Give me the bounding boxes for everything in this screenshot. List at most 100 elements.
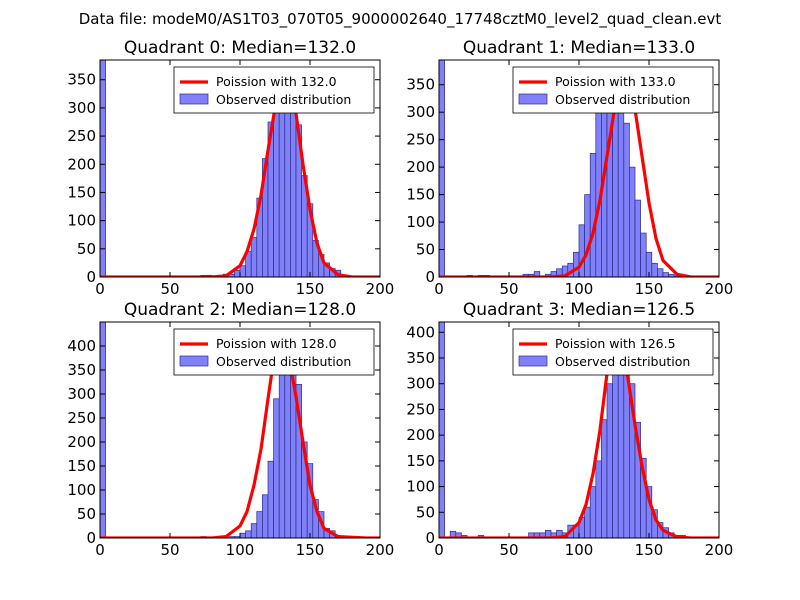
quadrant-3-xtick-label: 0 <box>434 541 444 559</box>
quadrant-1-ytick-label: 200 <box>406 158 435 176</box>
quadrant-0-xtick-label: 50 <box>160 280 179 298</box>
quadrant-0-legend <box>173 66 375 114</box>
quadrant-3-bar <box>612 357 619 538</box>
quadrant-1-ytick-label: 100 <box>406 213 435 231</box>
quadrant-1-xtick-label: 50 <box>499 280 518 298</box>
quadrant-3-bar <box>606 383 613 538</box>
quadrant-3-xtick-label: 50 <box>499 541 518 559</box>
quadrant-1-bar <box>623 122 630 277</box>
quadrant-1-bar <box>617 95 625 277</box>
quadrant-1-ytick-label: 0 <box>425 268 435 286</box>
quadrant-1-ytick-label: 300 <box>406 103 435 121</box>
quadrant-3-title: Quadrant 3: Median=126.5 <box>463 300 695 320</box>
quadrant-1-bar <box>640 232 647 277</box>
quadrant-3-ytick-label: 350 <box>406 349 435 367</box>
quadrant-1-xtick-label: 150 <box>635 280 664 298</box>
quadrant-2-ytick-label: 0 <box>86 529 96 547</box>
figure-suptitle: Data file: modeM0/AS1T03_070T05_90000026… <box>79 10 722 29</box>
quadrant-3-ytick-label: 0 <box>425 529 435 547</box>
quadrant-3-bar <box>589 486 597 538</box>
quadrant-1-xtick-label: 200 <box>705 280 734 298</box>
quadrant-0-ytick-label: 350 <box>67 71 96 89</box>
quadrant-1-legend <box>512 66 714 114</box>
quadrant-0-legend-poisson-label: Poission with 132.0 <box>216 74 337 89</box>
quadrant-0-bar <box>234 269 241 277</box>
quadrant-1-ytick-label: 50 <box>416 241 435 259</box>
quadrant-1-ytick-label: 150 <box>406 186 435 204</box>
quadrant-2-panel: Quadrant 2: Median=128.0 0 50 100 150 200 0 50… <box>67 300 394 559</box>
quadrant-1-bar <box>651 262 658 277</box>
quadrant-2-legend-poisson-label: Poission with 128.0 <box>216 336 337 351</box>
quadrant-0-ytick-label: 250 <box>67 127 96 145</box>
quadrant-2-bar <box>239 532 246 538</box>
quadrant-2-ytick-label: 50 <box>77 505 96 523</box>
quadrant-3-xtick-label: 100 <box>565 541 594 559</box>
quadrant-2-ytick-label: 250 <box>67 409 96 427</box>
quadrant-0-ytick-label: 50 <box>77 240 96 258</box>
quadrant-2-legend-bar-swatch <box>179 355 209 367</box>
quadrant-0-bar <box>100 60 106 277</box>
quadrant-2-bar <box>245 530 252 538</box>
quadrant-0-xtick-label: 0 <box>95 280 105 298</box>
quadrant-3-xtick-label: 200 <box>705 541 734 559</box>
quadrant-3-ytick-label: 200 <box>406 426 435 444</box>
quadrant-0-ytick-label: 0 <box>86 268 96 286</box>
quadrant-2-bar <box>250 523 258 538</box>
quadrant-1-bar <box>584 194 591 277</box>
quadrant-1-bar <box>439 60 445 277</box>
quadrant-0-xtick-label: 100 <box>226 280 255 298</box>
quadrant-0-panel: Quadrant 0: Median=132.0 0 50 100 150 200 0 50… <box>67 38 394 298</box>
quadrant-0-bar <box>250 237 258 277</box>
quadrant-3-legend-bar-swatch <box>518 355 548 367</box>
quadrant-1-title: Quadrant 1: Median=133.0 <box>463 38 695 58</box>
quadrant-2-ytick-label: 200 <box>67 433 96 451</box>
quadrant-0-legend-bar-swatch <box>179 93 209 105</box>
quadrant-3-ytick-label: 50 <box>416 503 435 521</box>
quadrant-2-ytick-label: 300 <box>67 385 96 403</box>
quadrant-3-ytick-label: 400 <box>406 323 435 341</box>
quadrant-3-legend-observed-label: Observed distribution <box>555 354 690 369</box>
quadrant-1-bars <box>439 60 681 277</box>
quadrant-2-xtick-label: 100 <box>226 541 255 559</box>
quadrant-3-panel: Quadrant 3: Median=126.5 0 50 100 150 200 0 50… <box>406 300 733 559</box>
quadrant-0-title: Quadrant 0: Median=132.0 <box>124 38 356 58</box>
quadrant-2-bar <box>256 511 263 538</box>
quadrant-0-ytick-label: 150 <box>67 183 96 201</box>
quadrant-1-bar <box>629 166 636 277</box>
quadrant-3-bar <box>584 506 591 538</box>
quadrant-1-bar <box>657 268 664 277</box>
quadrant-0-bar <box>273 101 280 277</box>
quadrant-2-bar <box>100 322 106 538</box>
quadrant-1-legend-poisson-label: Poission with 133.0 <box>555 74 676 89</box>
quadrant-3-bar <box>601 419 608 538</box>
quadrant-3-ytick-label: 300 <box>406 375 435 393</box>
quadrant-2-bar <box>278 350 286 538</box>
quadrant-0-xtick-label: 200 <box>366 280 395 298</box>
quadrant-3-legend <box>512 328 714 376</box>
quadrant-1-bar <box>578 224 585 277</box>
quadrant-3-bar <box>623 373 630 538</box>
quadrant-0-xtick-label: 150 <box>296 280 325 298</box>
quadrant-3-ytick-label: 150 <box>406 452 435 470</box>
quadrant-1-legend-bar-swatch <box>518 93 548 105</box>
quadrant-1-ytick-label: 350 <box>406 76 435 94</box>
quadrant-2-title: Quadrant 2: Median=128.0 <box>124 300 356 320</box>
quadrant-2-bar <box>273 398 280 538</box>
quadrant-0-ytick-label: 300 <box>67 99 96 117</box>
quadrant-2-ytick-label: 400 <box>67 337 96 355</box>
quadrant-1-legend-observed-label: Observed distribution <box>555 92 690 107</box>
quadrant-2-xtick-label: 150 <box>296 541 325 559</box>
quadrant-1-bar <box>634 199 641 277</box>
quadrant-2-xtick-label: 50 <box>160 541 179 559</box>
quadrant-1-ytick-label: 250 <box>406 131 435 149</box>
quadrant-3-ytick-label: 250 <box>406 400 435 418</box>
quadrant-1-bar <box>662 272 669 277</box>
quadrant-2-legend-observed-label: Observed distribution <box>216 354 351 369</box>
quadrant-1-xtick-label: 0 <box>434 280 444 298</box>
quadrant-3-bar <box>595 460 602 538</box>
quadrant-0-bar <box>239 265 246 277</box>
quadrant-2-xtick-label: 200 <box>366 541 395 559</box>
quadrant-2-ytick-label: 350 <box>67 361 96 379</box>
quadrant-0-ytick-label: 200 <box>67 155 96 173</box>
quadrant-3-bar <box>439 322 445 538</box>
